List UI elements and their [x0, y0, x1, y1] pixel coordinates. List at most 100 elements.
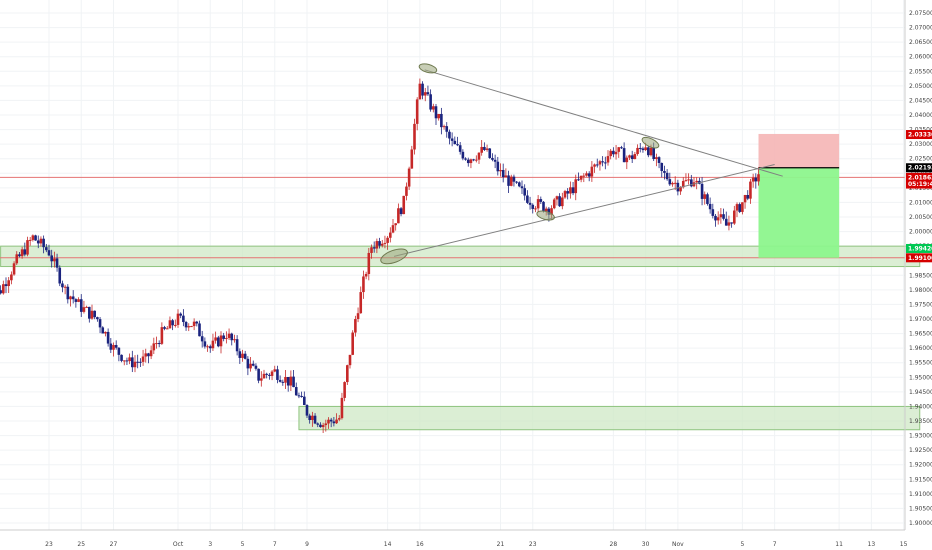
candle-body — [195, 321, 199, 324]
candle-body — [716, 217, 720, 221]
y-tick-label: 1.92000 — [909, 462, 932, 469]
y-tick-label: 1.98000 — [909, 287, 932, 294]
candle-body — [324, 423, 328, 426]
candle-body — [249, 363, 252, 369]
candle-body — [144, 353, 148, 357]
price-badge-label: 1.99420 — [908, 245, 932, 252]
candle-body — [389, 232, 392, 238]
candle-body — [174, 324, 177, 326]
candle-body — [636, 147, 639, 155]
candle-body — [442, 126, 446, 128]
candle-body — [539, 199, 543, 202]
candle-body — [7, 280, 10, 287]
candle-body — [348, 354, 352, 366]
x-tick-label: Oct — [173, 541, 184, 548]
x-tick-label: 21 — [497, 541, 505, 548]
candle-body — [337, 418, 341, 420]
candle-body — [491, 157, 494, 160]
candle-body — [50, 255, 53, 262]
candle-body — [727, 222, 731, 226]
take-profit-zone — [758, 167, 840, 258]
candle-body — [378, 241, 381, 246]
trendlines[interactable] — [393, 69, 783, 257]
candle-body — [82, 307, 86, 312]
y-tick-label: 1.94500 — [909, 389, 932, 396]
candle-body — [316, 423, 320, 425]
candle-body — [98, 319, 102, 328]
candle-body — [104, 331, 107, 334]
short-position-tool[interactable] — [758, 133, 840, 258]
price-axis[interactable]: 2.07500 2.07000 2.06500 2.06000 2.05500 2.050… — [909, 10, 932, 527]
y-tick-label: 2.03000 — [909, 141, 932, 148]
candle-body — [706, 194, 709, 204]
candle-body — [679, 187, 682, 192]
candle-body — [284, 376, 287, 383]
candle-body — [20, 249, 24, 257]
candle-body — [273, 369, 277, 372]
time-axis[interactable]: 23 25 27 Oct 3 5 7 9 14 16 21 23 28 30 Nov 5 7 11 13 15 — [45, 541, 907, 548]
candle-body — [606, 156, 610, 163]
candle-body — [28, 239, 32, 241]
candle-body — [582, 175, 586, 177]
y-tick-label: 1.96500 — [909, 331, 932, 338]
candle-body — [42, 238, 45, 248]
trendline — [424, 69, 783, 177]
candle-body — [270, 371, 274, 376]
horizontal-lines — [0, 176, 905, 259]
candle-body — [577, 179, 580, 181]
touch-marker — [380, 248, 408, 265]
candle-body — [448, 131, 451, 139]
candle-body — [450, 138, 454, 141]
candle-body — [222, 335, 225, 339]
candle-body — [469, 159, 473, 164]
price-badges: 2.03330 2.02193 2.0186205:19:49 1.99420 1.99… — [906, 130, 932, 263]
candle-body — [590, 166, 594, 177]
candle-body — [657, 157, 661, 163]
candle-body — [109, 343, 113, 350]
candle-body — [367, 252, 371, 274]
candle-body — [131, 357, 134, 368]
candle-body — [184, 322, 188, 328]
candle-body — [141, 356, 145, 362]
x-tick-label: 7 — [773, 541, 777, 548]
candle-body — [18, 254, 21, 257]
candle-body — [394, 223, 397, 226]
candle-body — [437, 113, 440, 119]
candle-body — [757, 174, 760, 182]
candle-body — [472, 159, 475, 161]
candle-body — [754, 177, 758, 182]
y-tick-label: 2.04000 — [909, 112, 932, 119]
candle-body — [547, 208, 551, 215]
candle-body — [724, 218, 728, 226]
price-badge — [906, 172, 932, 182]
candle-body — [480, 146, 483, 153]
candle-body — [458, 145, 462, 152]
candle-body — [61, 283, 64, 288]
y-tick-label: 2.06500 — [909, 39, 932, 46]
candle-body — [738, 204, 741, 212]
candle-body — [453, 140, 457, 145]
candle-body — [233, 339, 236, 341]
x-tick-label: 14 — [384, 541, 392, 548]
candle-body — [526, 195, 529, 203]
candle-body — [464, 158, 467, 160]
candle-body — [157, 343, 161, 345]
candle-body — [695, 180, 698, 183]
candle-body — [587, 173, 591, 177]
candle-body — [346, 365, 349, 383]
y-tick-label: 1.90000 — [909, 520, 932, 527]
candle-body — [509, 176, 513, 186]
candle-body — [690, 179, 693, 187]
candle-body — [531, 204, 535, 209]
candle-body — [329, 419, 333, 422]
candle-body — [235, 339, 239, 352]
candle-body — [518, 182, 521, 187]
candle-body — [120, 354, 123, 361]
candle-body — [2, 284, 5, 294]
candle-body — [39, 238, 43, 244]
candle-body — [351, 332, 354, 355]
candle-body — [552, 199, 556, 209]
candle-body — [268, 374, 271, 376]
x-tick-label: 5 — [740, 541, 744, 548]
